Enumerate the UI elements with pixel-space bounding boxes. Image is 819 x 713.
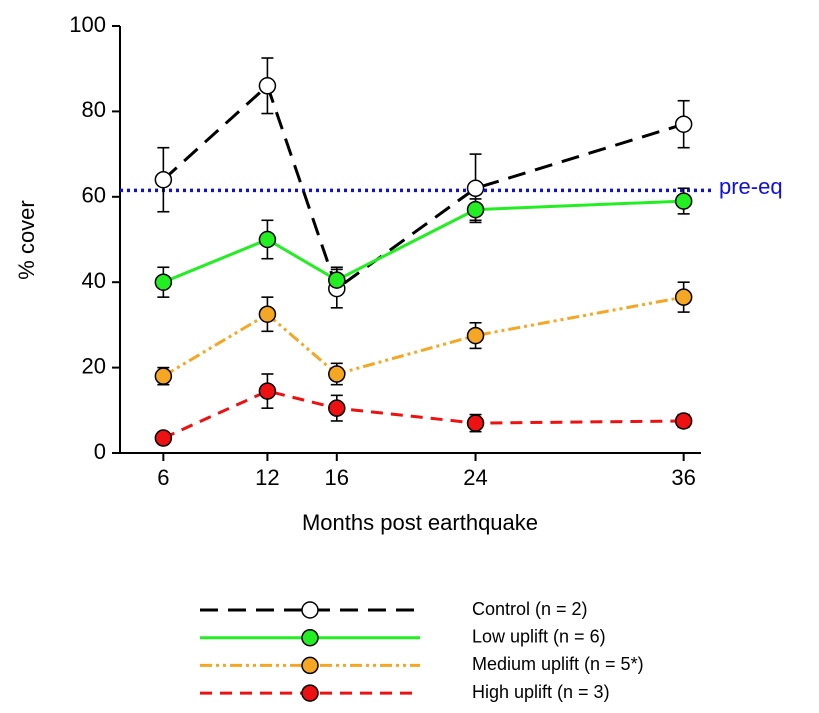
- marker: [328, 399, 346, 417]
- marker: [258, 382, 277, 400]
- legend-marker: [301, 684, 319, 702]
- marker: [674, 288, 693, 306]
- marker: [466, 326, 485, 345]
- legend-marker: [301, 601, 319, 619]
- marker: [154, 367, 173, 385]
- marker: [154, 429, 173, 447]
- marker: [154, 170, 173, 189]
- marker: [328, 271, 346, 289]
- legend-label: Medium uplift (n = 5*): [472, 654, 644, 674]
- x-tick-label: 36: [671, 465, 695, 490]
- legend-label: Low uplift (n = 6): [472, 626, 606, 646]
- x-tick-label: 16: [325, 465, 349, 490]
- series-line: [162, 389, 684, 440]
- y-tick-label: 80: [82, 97, 106, 122]
- y-tick-label: 60: [82, 183, 106, 208]
- marker: [466, 414, 485, 432]
- marker: [258, 230, 277, 249]
- reference-label: pre-eq: [719, 174, 783, 199]
- legend-label: High uplift (n = 3): [472, 682, 610, 702]
- x-tick-label: 6: [157, 465, 169, 490]
- marker: [258, 305, 277, 323]
- marker: [466, 179, 485, 198]
- x-tick-label: 12: [255, 465, 279, 490]
- y-tick-label: 40: [82, 268, 106, 293]
- y-tick-label: 20: [82, 353, 106, 378]
- marker: [466, 200, 485, 219]
- marker: [328, 365, 346, 383]
- marker: [674, 412, 693, 430]
- marker: [258, 77, 277, 95]
- y-tick-label: 100: [69, 12, 106, 37]
- legend-marker: [301, 656, 319, 675]
- legend-marker: [301, 628, 319, 647]
- legend-label: Control (n = 2): [472, 599, 588, 619]
- x-tick-label: 24: [463, 465, 487, 490]
- marker: [674, 192, 693, 210]
- marker: [674, 115, 693, 133]
- y-tick-label: 0: [94, 439, 106, 464]
- x-axis-title: Months post earthquake: [302, 510, 538, 535]
- y-axis-title: % cover: [14, 200, 39, 279]
- marker: [154, 273, 173, 291]
- series-line: [162, 199, 684, 284]
- series-line: [162, 295, 684, 378]
- series-line: [162, 83, 685, 292]
